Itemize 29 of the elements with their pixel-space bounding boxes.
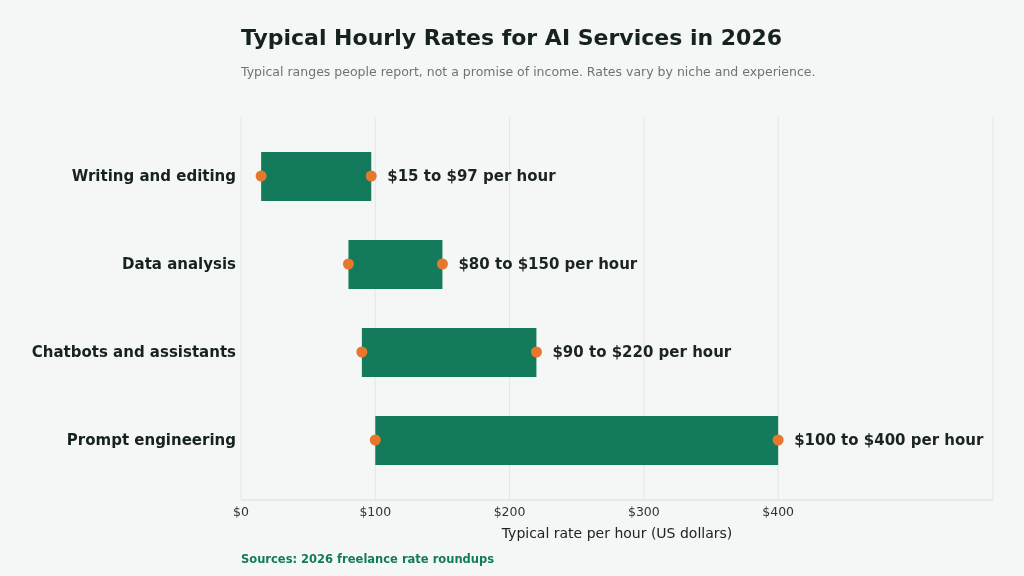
bar — [361, 328, 537, 377]
x-axis-title: Typical rate per hour (US dollars) — [500, 525, 733, 541]
point — [365, 170, 377, 182]
bar — [375, 416, 779, 465]
point — [369, 434, 381, 446]
y-tick-label: Writing and editing — [71, 167, 236, 186]
data-label: $90 to $220 per hour — [552, 343, 732, 361]
chart-title: Typical Hourly Rates for AI Services in 2026 — [241, 25, 783, 51]
chart-subtitle: Typical ranges people report, not a promise of income. Rates vary by niche and experience. — [241, 63, 816, 81]
x-tick-label: $200 — [493, 503, 526, 519]
y-tick-label: Chatbots and assistants — [31, 343, 237, 362]
x-tick-label: $100 — [359, 503, 392, 519]
point — [255, 170, 267, 182]
point — [436, 258, 448, 270]
point — [530, 346, 542, 358]
data-label: $100 to $400 per hour — [794, 431, 984, 449]
y-tick-label: Prompt engineering — [66, 431, 236, 450]
point — [772, 434, 784, 446]
x-tick-label: $0 — [233, 503, 249, 519]
source-note: Sources: 2026 freelance rate roundups — [241, 551, 495, 567]
point — [342, 258, 354, 270]
point — [356, 346, 368, 358]
bar — [261, 152, 372, 201]
bar — [348, 240, 443, 289]
data-label: $15 to $97 per hour — [387, 167, 557, 185]
data-label: $80 to $150 per hour — [458, 255, 638, 273]
x-tick-label: $300 — [627, 503, 660, 519]
x-tick-label: $400 — [762, 503, 795, 519]
y-tick-label: Data analysis — [122, 255, 237, 274]
